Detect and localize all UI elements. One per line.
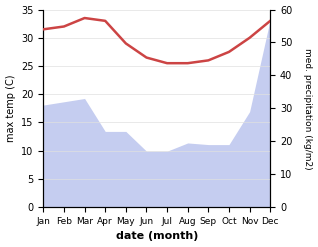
Y-axis label: med. precipitation (kg/m2): med. precipitation (kg/m2) — [303, 48, 313, 169]
X-axis label: date (month): date (month) — [116, 231, 198, 242]
Y-axis label: max temp (C): max temp (C) — [5, 75, 16, 142]
